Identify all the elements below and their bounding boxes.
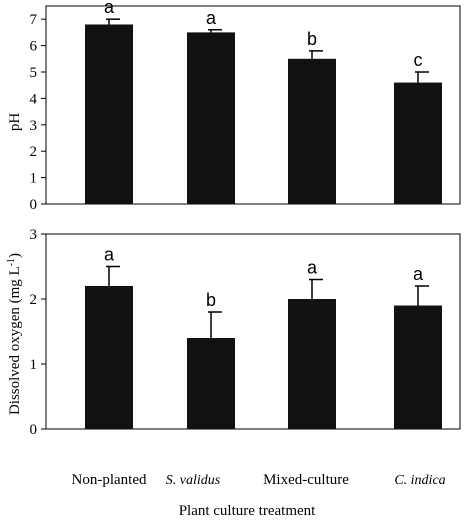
dissolved-oxygen-panel: 0 1 2 3 a b a a Dissolved oxygen (mg L-1) (6, 227, 461, 438)
do-significance-letter: b (206, 290, 216, 310)
ph-bar (394, 82, 442, 204)
ph-y-axis-label: pH (7, 113, 23, 132)
do-y-tick-label: 0 (30, 422, 38, 438)
ph-bars: a a b c (85, 0, 442, 205)
do-y-axis-label: Dissolved oxygen (mg L-1) (6, 253, 24, 415)
ph-y-tick-label: 5 (30, 65, 38, 81)
ph-y-tick-label: 4 (30, 91, 38, 107)
ph-y-tick-label: 0 (30, 197, 38, 213)
do-y-tick-label: 3 (30, 227, 38, 243)
ph-y-tick-label: 6 (30, 39, 38, 55)
x-tick-label: C. indica (394, 473, 445, 488)
ph-y-ticks: 0 1 2 3 4 5 6 7 (30, 12, 46, 213)
x-axis-label: Plant culture treatment (179, 503, 316, 519)
do-significance-letter: a (413, 264, 424, 284)
do-bar (187, 338, 235, 429)
ph-y-tick-label: 2 (30, 144, 38, 160)
do-significance-letter: a (104, 245, 115, 265)
ph-significance-letter: c (414, 50, 423, 70)
ph-significance-letter: a (206, 8, 217, 28)
x-tick-label: Non-planted (72, 472, 147, 488)
ph-bar (288, 58, 336, 204)
x-tick-label: S. validus (166, 473, 221, 488)
do-y-tick-label: 1 (30, 357, 38, 373)
do-significance-letter: a (307, 258, 318, 278)
do-bar (85, 286, 133, 429)
ph-y-tick-label: 1 (30, 171, 38, 187)
ph-y-tick-label: 7 (30, 12, 38, 28)
do-plot-frame (45, 233, 461, 430)
do-bars: a b a a (85, 245, 442, 429)
x-tick-label: Mixed-culture (263, 472, 349, 488)
x-axis-tick-labels: Non-planted S. validus Mixed-culture C. ind… (72, 472, 446, 488)
ph-bar (187, 32, 235, 205)
ph-significance-letter: a (104, 0, 115, 17)
do-bar (394, 305, 442, 429)
do-y-tick-label: 2 (30, 292, 38, 308)
ph-bar (85, 24, 133, 205)
do-bar (288, 299, 336, 429)
ph-panel: 0 1 2 3 4 5 6 7 a a b c pH (7, 0, 461, 213)
ph-significance-letter: b (307, 29, 317, 49)
ph-plot-frame (45, 5, 461, 205)
do-y-ticks: 0 1 2 3 (30, 227, 46, 438)
ph-y-tick-label: 3 (30, 118, 38, 134)
